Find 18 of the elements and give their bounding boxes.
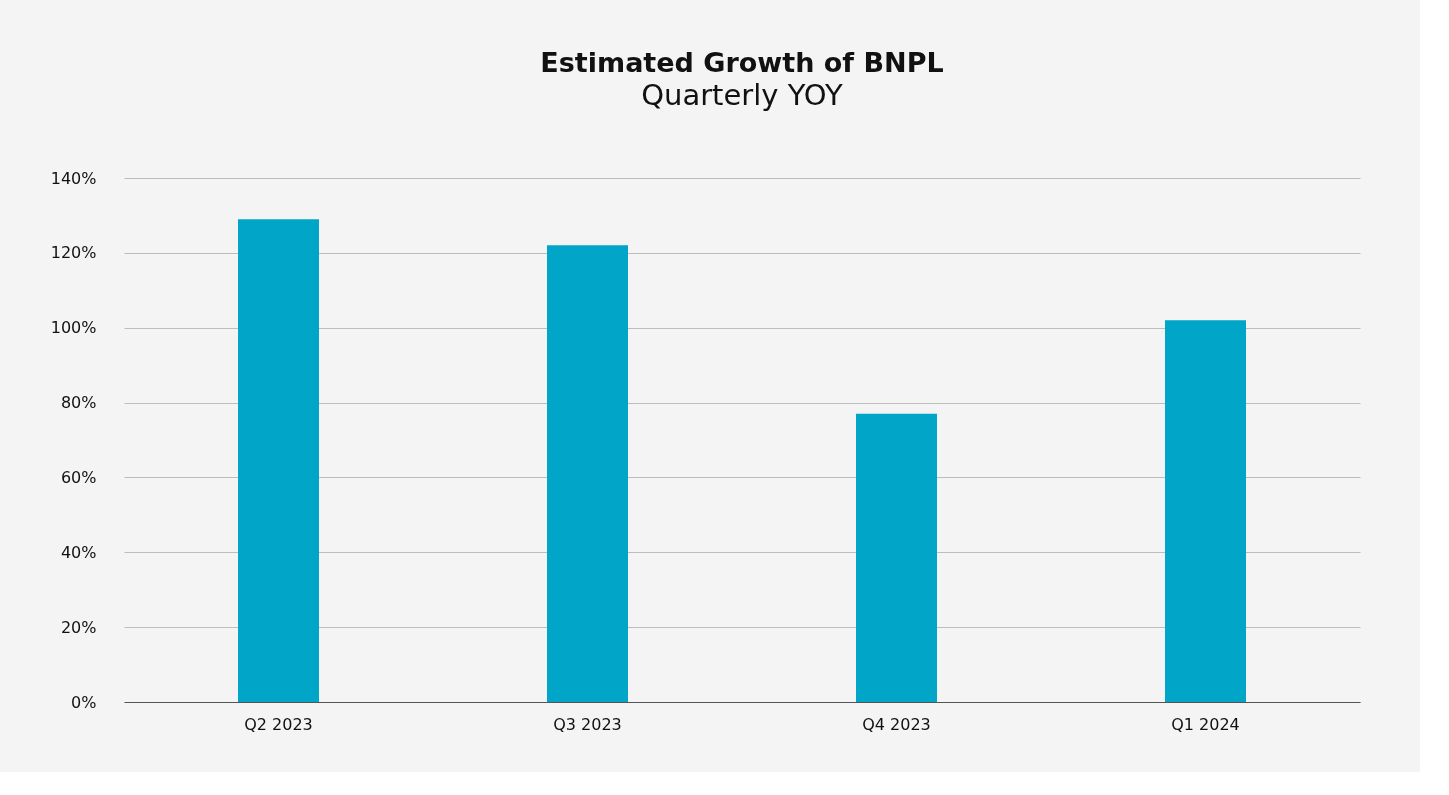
chart-subtitle: Quarterly YOY <box>641 78 844 112</box>
x-tick-label: Q1 2024 <box>1171 714 1240 734</box>
x-tick-label: Q2 2023 <box>244 714 313 734</box>
bar <box>1165 320 1246 702</box>
y-tick-label: 140% <box>50 168 97 188</box>
y-tick-label: 0% <box>71 692 97 712</box>
bar <box>856 413 937 702</box>
y-tick-label: 40% <box>60 542 97 562</box>
x-tick-label: Q4 2023 <box>862 714 931 734</box>
y-tick-label: 120% <box>50 243 97 263</box>
bar <box>547 245 628 702</box>
y-tick-label: 100% <box>50 318 97 338</box>
y-tick-label: 20% <box>60 617 97 637</box>
y-tick-label: 60% <box>60 467 97 487</box>
bar <box>238 219 319 702</box>
chart-title: Estimated Growth of BNPL <box>540 47 944 78</box>
y-tick-label: 80% <box>60 393 97 413</box>
x-tick-label: Q3 2023 <box>553 714 622 734</box>
